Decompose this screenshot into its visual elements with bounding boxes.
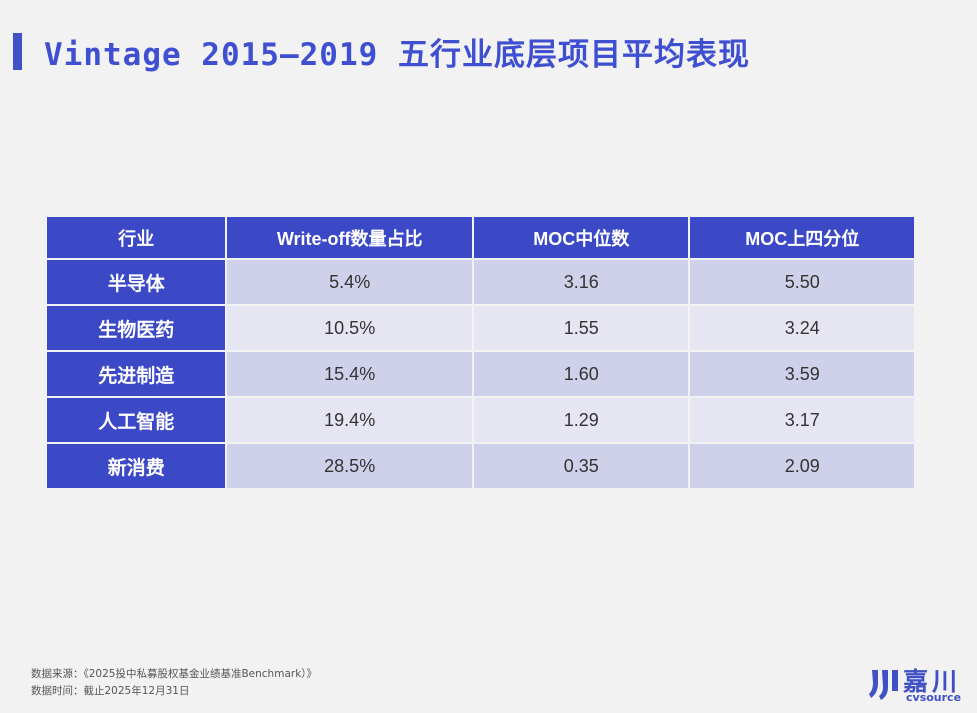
- writeoff-cell: 28.5%: [227, 444, 472, 488]
- moc-median-cell: 1.29: [473, 398, 689, 442]
- header-industry: 行业: [47, 217, 226, 258]
- moc-upper-quartile-cell: 2.09: [690, 444, 914, 488]
- table-row: 人工智能 19.4% 1.29 3.17: [47, 398, 914, 442]
- logo-name-en: cvsource: [906, 691, 962, 704]
- moc-median-cell: 0.35: [473, 444, 689, 488]
- moc-median-cell: 1.55: [473, 306, 689, 350]
- data-date-note: 数据时间：截止2025年12月31日: [31, 685, 190, 697]
- industry-cell: 半导体: [47, 260, 226, 304]
- header-writeoff-ratio: Write-off数量占比: [227, 217, 472, 258]
- logo-name-cn: 嘉川: [903, 667, 962, 696]
- logo-mark-icon: [869, 670, 898, 700]
- moc-median-cell: 1.60: [473, 352, 689, 396]
- table-row: 先进制造 15.4% 1.60 3.59: [47, 352, 914, 396]
- header-moc-median: MOC中位数: [473, 217, 689, 258]
- moc-upper-quartile-cell: 3.17: [690, 398, 914, 442]
- data-source-note: 数据来源：《2025投中私募股权基金业绩基准Benchmark）》: [31, 668, 318, 680]
- industry-cell: 新消费: [47, 444, 226, 488]
- footer-notes: 数据来源：《2025投中私募股权基金业绩基准Benchmark）》 数据时间：截…: [31, 666, 317, 700]
- writeoff-cell: 10.5%: [227, 306, 472, 350]
- writeoff-cell: 15.4%: [227, 352, 472, 396]
- table-row: 半导体 5.4% 3.16 5.50: [47, 260, 914, 304]
- writeoff-cell: 5.4%: [227, 260, 472, 304]
- table-row: 新消费 28.5% 0.35 2.09: [47, 444, 914, 488]
- table-header-row: 行业 Write-off数量占比 MOC中位数 MOC上四分位: [47, 217, 914, 258]
- table-row: 生物医药 10.5% 1.55 3.24: [47, 306, 914, 350]
- industry-cell: 生物医药: [47, 306, 226, 350]
- header-moc-upper-quartile: MOC上四分位: [690, 217, 914, 258]
- page-title: Vintage 2015—2019 五行业底层项目平均表现: [44, 37, 750, 73]
- moc-upper-quartile-cell: 5.50: [690, 260, 914, 304]
- writeoff-cell: 19.4%: [227, 398, 472, 442]
- moc-median-cell: 3.16: [473, 260, 689, 304]
- industry-performance-table: 行业 Write-off数量占比 MOC中位数 MOC上四分位 半导体 5.4%…: [45, 215, 916, 490]
- industry-cell: 先进制造: [47, 352, 226, 396]
- title-accent-bar: [13, 33, 22, 70]
- moc-upper-quartile-cell: 3.24: [690, 306, 914, 350]
- moc-upper-quartile-cell: 3.59: [690, 352, 914, 396]
- industry-cell: 人工智能: [47, 398, 226, 442]
- cvsource-logo: 嘉川 cvsource: [869, 664, 965, 706]
